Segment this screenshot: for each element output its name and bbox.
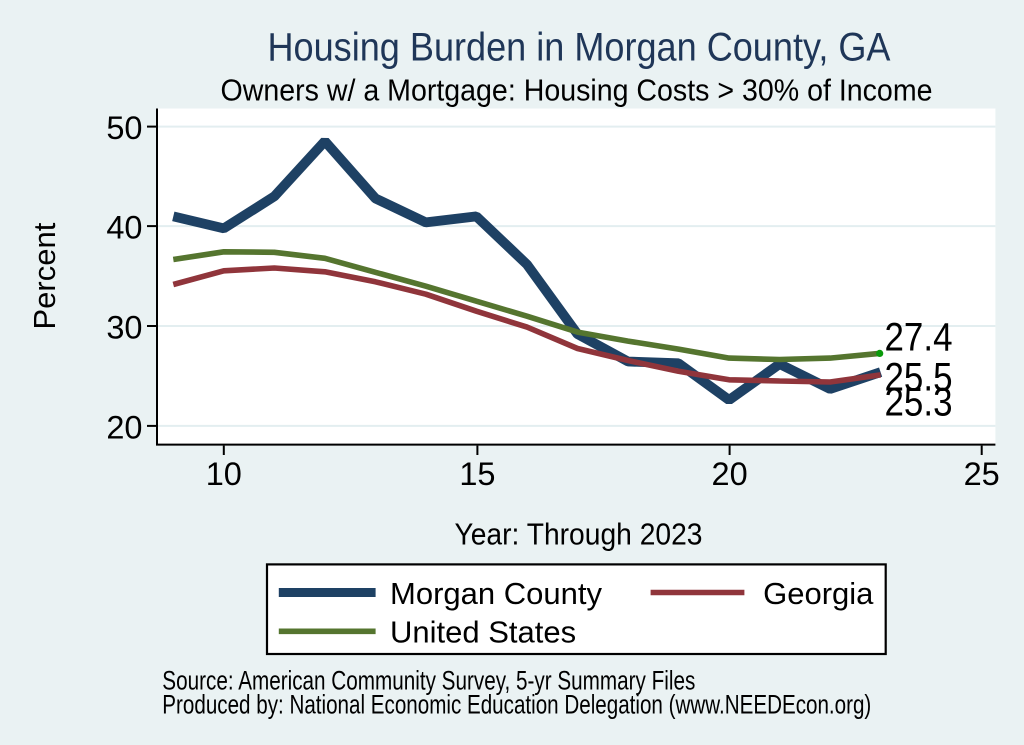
svg-text:Percent: Percent [27, 222, 62, 329]
svg-text:30: 30 [106, 310, 142, 346]
svg-text:Owners w/ a Mortgage: Housing: Owners w/ a Mortgage: Housing Costs > 30… [221, 72, 933, 107]
svg-text:40: 40 [106, 210, 142, 246]
svg-text:25.5: 25.5 [885, 354, 953, 399]
svg-text:Produced by: National Economic: Produced by: National Economic Education… [162, 690, 871, 720]
svg-text:15: 15 [459, 456, 495, 492]
svg-text:United States: United States [390, 615, 576, 650]
svg-text:Morgan County: Morgan County [390, 576, 602, 611]
svg-text:Georgia: Georgia [763, 576, 874, 611]
svg-text:25: 25 [964, 456, 1000, 492]
svg-text:Housing Burden in Morgan Count: Housing Burden in Morgan County, GA [268, 26, 891, 70]
svg-text:Year: Through 2023: Year: Through 2023 [455, 516, 703, 551]
svg-text:Source: American Community Sur: Source: American Community Survey, 5-yr … [162, 666, 695, 696]
svg-text:10: 10 [206, 456, 242, 492]
svg-text:25.3: 25.3 [885, 380, 953, 425]
svg-text:20: 20 [106, 410, 142, 446]
svg-text:20: 20 [712, 456, 748, 492]
svg-text:50: 50 [106, 110, 142, 146]
svg-text:27.4: 27.4 [885, 315, 953, 360]
